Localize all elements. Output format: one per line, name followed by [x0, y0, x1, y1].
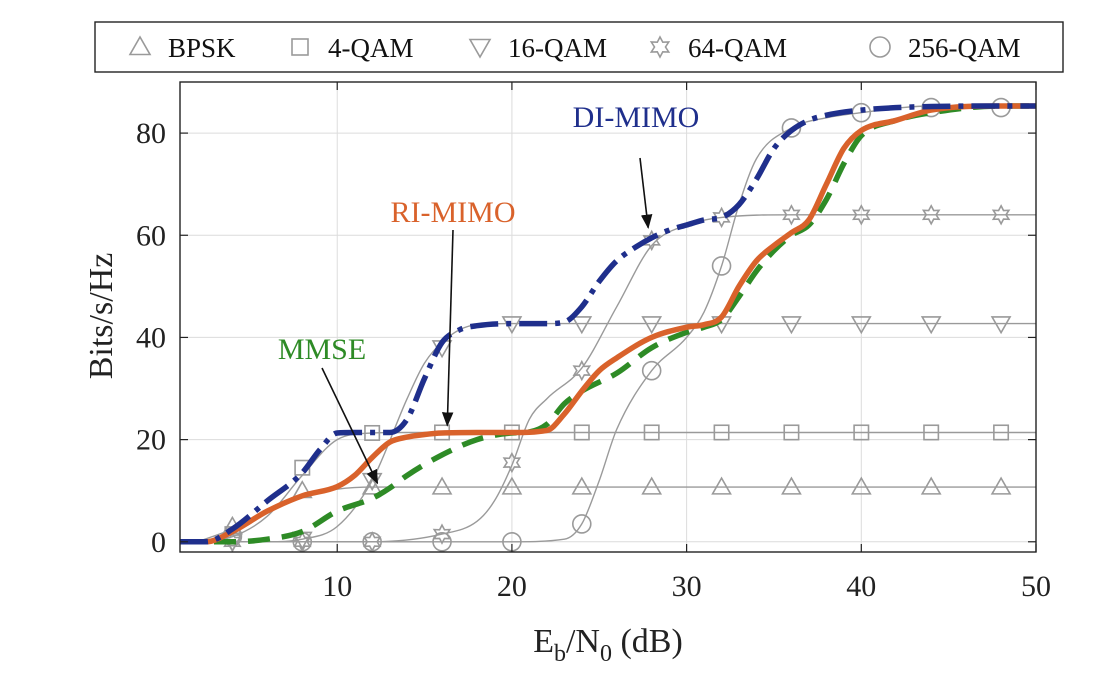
y-tick-label: 40 — [136, 321, 166, 354]
annotation-arrow-di-mimo — [639, 157, 653, 230]
x-tick-label: 20 — [497, 570, 527, 603]
annotation-label-ri-mimo: RI-MIMO — [391, 196, 516, 229]
marker-64-qam — [921, 204, 941, 226]
legend: BPSK 4-QAM 16-QAM 64-QAM 256-QAM — [94, 21, 1064, 73]
legend-box — [94, 21, 1064, 73]
axes: 10 20 30 40 50 0 20 40 60 80 — [136, 81, 1051, 603]
marker-256-qam — [362, 531, 382, 552]
curve-ri-mimo — [180, 103, 1036, 545]
curve-bpsk — [197, 486, 1036, 543]
annotation-label-mmse: MMSE — [278, 333, 366, 366]
marker-16-qam — [571, 316, 593, 335]
marker-bpsk — [641, 476, 663, 495]
marker-4-qam — [364, 424, 381, 441]
x-tick-label: 30 — [672, 570, 702, 603]
legend-marker-64-qam — [649, 35, 671, 59]
marker-16-qam — [850, 316, 872, 335]
marker-256-qam — [571, 514, 592, 534]
curve-di-mimo — [180, 103, 1036, 545]
legend-marker-bpsk — [128, 35, 152, 56]
marker-4-qam — [923, 424, 940, 441]
marker-bpsk — [361, 476, 383, 495]
marker-64-qam — [851, 204, 871, 226]
marker-64-qam — [782, 204, 801, 226]
marker-4-qam — [853, 424, 870, 441]
legend-label-4-qam: 4-QAM — [328, 33, 414, 63]
legend-label-16-qam: 16-QAM — [508, 33, 607, 63]
marker-bpsk — [781, 476, 802, 495]
marker-256-qam — [711, 256, 732, 276]
annotation-arrow-mmse — [321, 367, 379, 485]
x-tick-label: 40 — [846, 570, 876, 603]
y-tick-label: 0 — [151, 526, 166, 559]
legend-marker-16-qam — [468, 38, 492, 59]
marker-bpsk — [571, 476, 593, 495]
marker-bpsk — [990, 476, 1012, 495]
marker-bpsk — [711, 476, 732, 495]
marker-4-qam — [713, 424, 730, 441]
marker-16-qam — [920, 316, 942, 335]
marker-16-qam — [990, 316, 1012, 335]
grid — [180, 82, 1037, 552]
legend-label-64-qam: 64-QAM — [688, 33, 787, 63]
marker-4-qam — [783, 424, 800, 441]
marker-256-qam — [781, 118, 802, 138]
annotations: DI-MIMO RI-MIMO MMSE — [278, 101, 700, 485]
curve-mmse — [180, 103, 1036, 545]
x-tick-label: 50 — [1021, 570, 1051, 603]
y-tick-label: 60 — [136, 219, 166, 252]
marker-64-qam — [502, 451, 522, 474]
marker-4-qam — [573, 424, 590, 441]
y-axis-label: Bits/s/Hz — [83, 253, 120, 380]
marker-64-qam — [572, 359, 592, 382]
marker-16-qam — [781, 316, 802, 335]
marker-256-qam — [641, 360, 662, 381]
marker-bpsk — [501, 476, 523, 495]
legend-label-bpsk: BPSK — [168, 33, 236, 63]
plot-frame — [179, 81, 1037, 553]
marker-4-qam — [643, 424, 660, 441]
marker-64-qam — [991, 204, 1011, 226]
marker-bpsk — [850, 476, 872, 495]
y-tick-label: 80 — [136, 117, 166, 150]
x-tick-label: 10 — [322, 570, 352, 603]
x-axis-label: Eb/N0 (dB) — [533, 623, 683, 667]
marker-16-qam — [641, 316, 663, 335]
legend-marker-256-qam — [869, 36, 891, 58]
reference-curves — [197, 97, 1036, 553]
annotation-label-di-mimo: DI-MIMO — [573, 101, 700, 134]
marker-4-qam — [993, 424, 1010, 441]
legend-marker-4-qam — [291, 38, 309, 56]
marker-64-qam — [642, 229, 662, 252]
annotation-arrow-ri-mimo — [441, 229, 454, 427]
marker-64-qam — [432, 523, 452, 545]
marker-256-qam — [432, 531, 452, 552]
legend-label-256-qam: 256-QAM — [908, 33, 1021, 63]
y-tick-label: 20 — [136, 424, 166, 457]
detector-curves — [180, 103, 1036, 545]
marker-bpsk — [431, 476, 453, 495]
marker-bpsk — [920, 476, 942, 495]
